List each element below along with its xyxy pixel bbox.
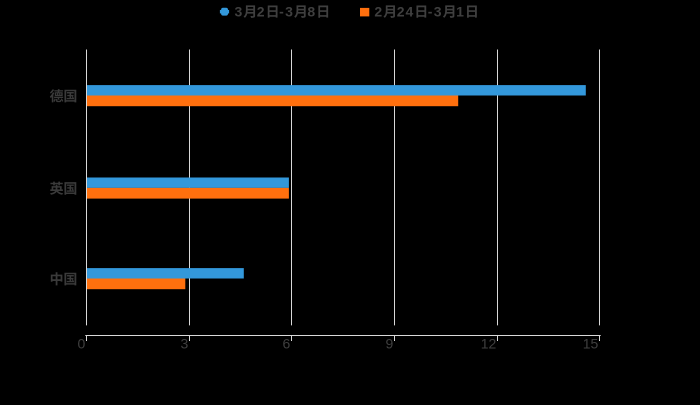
svg-text:12: 12 — [481, 336, 497, 352]
svg-text:15: 15 — [583, 336, 599, 352]
svg-text:3: 3 — [181, 336, 189, 352]
svg-text:-: - — [279, 4, 284, 20]
svg-text:4: 4 — [406, 4, 414, 20]
svg-text:2: 2 — [374, 4, 382, 20]
svg-text:1: 1 — [456, 4, 464, 20]
svg-text:6: 6 — [283, 336, 291, 352]
svg-text:2: 2 — [257, 4, 265, 20]
svg-text:3: 3 — [235, 4, 243, 20]
svg-text:2: 2 — [397, 4, 405, 20]
svg-text:3: 3 — [285, 4, 293, 20]
svg-text:8: 8 — [307, 4, 315, 20]
svg-text:3: 3 — [434, 4, 442, 20]
svg-text:9: 9 — [386, 336, 394, 352]
svg-text:0: 0 — [78, 336, 86, 352]
svg-text:-: - — [428, 4, 433, 20]
